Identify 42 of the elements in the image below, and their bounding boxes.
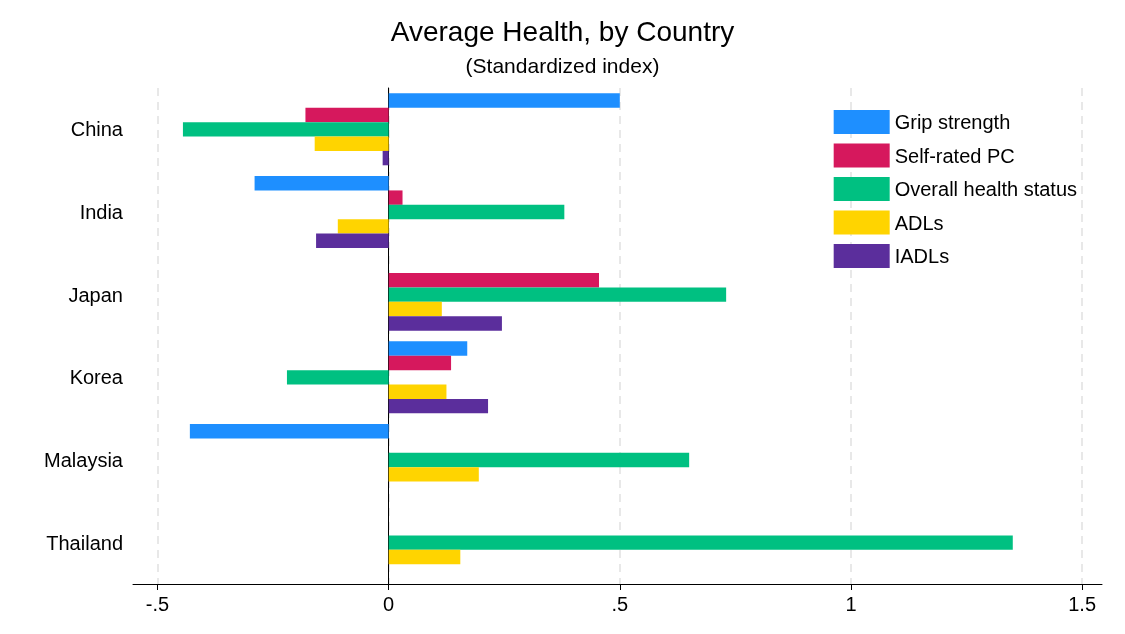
legend-label: Overall health status [894,178,1078,200]
bar [182,122,389,137]
bar [388,398,489,414]
bar [388,287,727,302]
y-tick-label: Japan [68,283,123,306]
legend-label: IADLs [894,245,950,267]
bar [254,176,389,191]
bar [388,204,565,220]
bar [316,233,389,248]
bar [388,301,442,317]
bar [388,452,690,468]
bar [286,370,389,385]
bar [382,150,389,166]
legend-label: ADLs [894,211,944,234]
x-tick-label: -.5 [145,593,170,615]
bar [388,467,479,482]
y-tick-label: Thailand [46,531,123,554]
bar [337,219,389,234]
bar [388,93,620,108]
bar [388,190,403,205]
chart-title: Average Health, by Country [390,15,735,47]
bar [305,107,389,123]
legend-label: Grip strength [894,111,1011,133]
bar [189,424,389,439]
bar [388,316,502,331]
y-tick-label: India [79,201,124,223]
bar [388,341,468,356]
bar [314,136,389,151]
legend-label: Self-rated PC [894,144,1015,167]
bar [388,273,600,288]
bar [388,549,461,565]
bar [388,384,447,399]
y-tick-label: Korea [69,366,124,389]
chart-subtitle: (Standardized index) [465,54,660,77]
x-tick-label: 0 [383,593,395,615]
bar [388,355,452,371]
y-tick-label: China [70,118,124,141]
y-tick-label: Malaysia [44,449,124,471]
x-tick-label: 1 [845,593,857,615]
x-tick-label: 1.5 [1068,593,1097,615]
bar [388,535,1013,550]
x-tick-label: .5 [611,593,629,615]
